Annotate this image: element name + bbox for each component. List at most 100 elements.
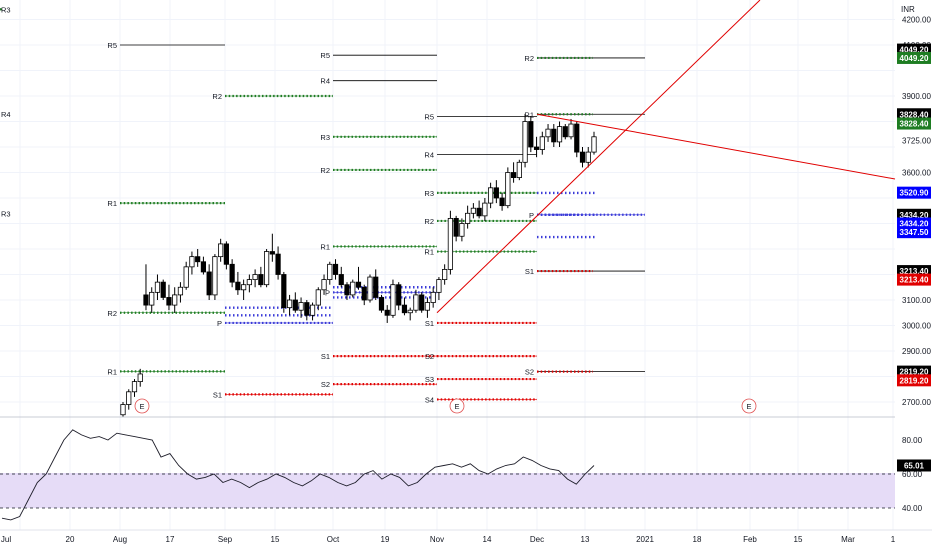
price-tag-label: 3434.20 <box>900 211 929 220</box>
pivot-label: R5 <box>424 112 434 121</box>
candle-body <box>126 391 132 405</box>
price-tick-label: 2900.00 <box>902 347 931 356</box>
price-tag-label: 4049.20 <box>900 46 929 55</box>
rsi-band <box>0 473 895 508</box>
earnings-marker[interactable] <box>449 398 465 414</box>
pivot-label: S1 <box>213 390 222 399</box>
time-tick-label: Aug <box>113 535 127 544</box>
pivot-label: R4 <box>1 110 11 119</box>
candle-body <box>579 151 586 163</box>
candle-body <box>367 276 373 301</box>
pivot-label: R3 <box>320 133 330 142</box>
time-tick-label: 15 <box>271 535 280 544</box>
price-tag-label: 2819.20 <box>900 376 929 385</box>
candle-body <box>407 309 413 314</box>
earnings-marker[interactable] <box>134 398 150 414</box>
price-tag-label: 2819.20 <box>900 368 929 377</box>
candle-body <box>281 274 287 309</box>
pivot-label: R2 <box>320 166 330 175</box>
candle-body <box>252 274 258 280</box>
candle-body <box>154 281 161 293</box>
candle-body <box>545 128 551 138</box>
candle-body <box>309 304 316 316</box>
trendline-ascending[interactable] <box>436 0 761 314</box>
candle-body <box>533 146 540 150</box>
candle-body <box>258 274 264 286</box>
pivot-label: R1 <box>524 110 534 119</box>
candle-body <box>195 256 201 263</box>
candle-body <box>172 294 178 306</box>
candle-body <box>551 128 557 143</box>
pivot-label: R1 <box>320 242 330 251</box>
price-tag-label: 4049.20 <box>900 54 929 63</box>
time-tick-label: 15 <box>794 535 803 544</box>
candle-body <box>344 284 350 296</box>
time-tick-label: 2021 <box>636 535 654 544</box>
candle-body <box>424 302 431 311</box>
pivot-label: P <box>325 288 330 297</box>
rsi-tick-label: 60.00 <box>902 470 923 479</box>
time-tick-label: Dec <box>530 535 544 544</box>
rsi-tick-label: 80.00 <box>902 436 923 445</box>
candle-body <box>401 304 408 314</box>
earnings-marker-label: E <box>139 402 144 411</box>
candle-body <box>591 136 597 153</box>
pivot-label: R1 <box>107 367 117 376</box>
candle-body <box>177 286 184 296</box>
pivot-label: R3 <box>424 189 434 198</box>
pivot-label: S2 <box>525 368 534 377</box>
pivot-label: S1 <box>525 267 534 276</box>
candle-body <box>482 202 488 217</box>
candle-body <box>315 289 321 306</box>
candle-body <box>396 284 402 306</box>
price-tick-label: 4200.00 <box>902 16 931 25</box>
candle-body <box>476 207 482 217</box>
candle-body <box>229 263 235 283</box>
price-tag <box>897 186 931 199</box>
time-axis[interactable]: Jul 20 Aug 17 Sep 15 Oct 19 Nov 14 Dec 13 2021 18 Feb 1… <box>0 529 932 544</box>
pivot-label: R4 <box>320 77 330 86</box>
earnings-marker-label: E <box>746 402 751 411</box>
pivot-label: R2 <box>424 217 434 226</box>
candle-body <box>436 279 442 293</box>
candle-body <box>361 286 367 301</box>
candle-body <box>373 276 379 298</box>
pivot-label: R3 <box>1 209 11 218</box>
candle-body <box>505 172 511 207</box>
price-tick-label: 2700.00 <box>902 398 931 407</box>
price-tick-label: 3725.00 <box>902 137 931 146</box>
candle-body <box>568 123 574 138</box>
candle-body <box>419 294 425 311</box>
time-tick-label: Nov <box>430 535 444 544</box>
candle-body <box>499 197 505 207</box>
candle-body <box>470 207 476 214</box>
price-tag-label: 3828.40 <box>900 120 929 129</box>
price-tick-label: 3100.00 <box>902 296 931 305</box>
candle-body <box>212 256 218 296</box>
price-tag <box>897 273 931 286</box>
candle-body <box>355 281 362 288</box>
rsi-axis[interactable]: 80.00 60.00 40.00 65.01 <box>897 436 931 513</box>
pivot-label: R2 <box>107 309 117 318</box>
rsi-line <box>1 429 595 521</box>
candle-body <box>304 302 310 316</box>
candle-body <box>235 281 241 291</box>
rsi-pane <box>0 429 895 521</box>
currency-label: INR <box>901 5 915 14</box>
pivot-label: R1 <box>107 199 117 208</box>
time-tick-label: Sep <box>218 535 233 544</box>
time-tick-label: Mar <box>841 535 855 544</box>
pivot-label: R2 <box>524 54 534 63</box>
candle-body <box>556 126 563 143</box>
trendline-descending[interactable] <box>536 113 896 180</box>
time-tick-label: 20 <box>66 535 75 544</box>
trendlines[interactable] <box>436 0 896 314</box>
candle-body <box>493 187 499 199</box>
candle-body <box>459 223 465 237</box>
earnings-marker[interactable] <box>741 398 757 414</box>
time-tick-label: Oct <box>327 535 340 544</box>
pivot-label: S1 <box>321 352 330 361</box>
